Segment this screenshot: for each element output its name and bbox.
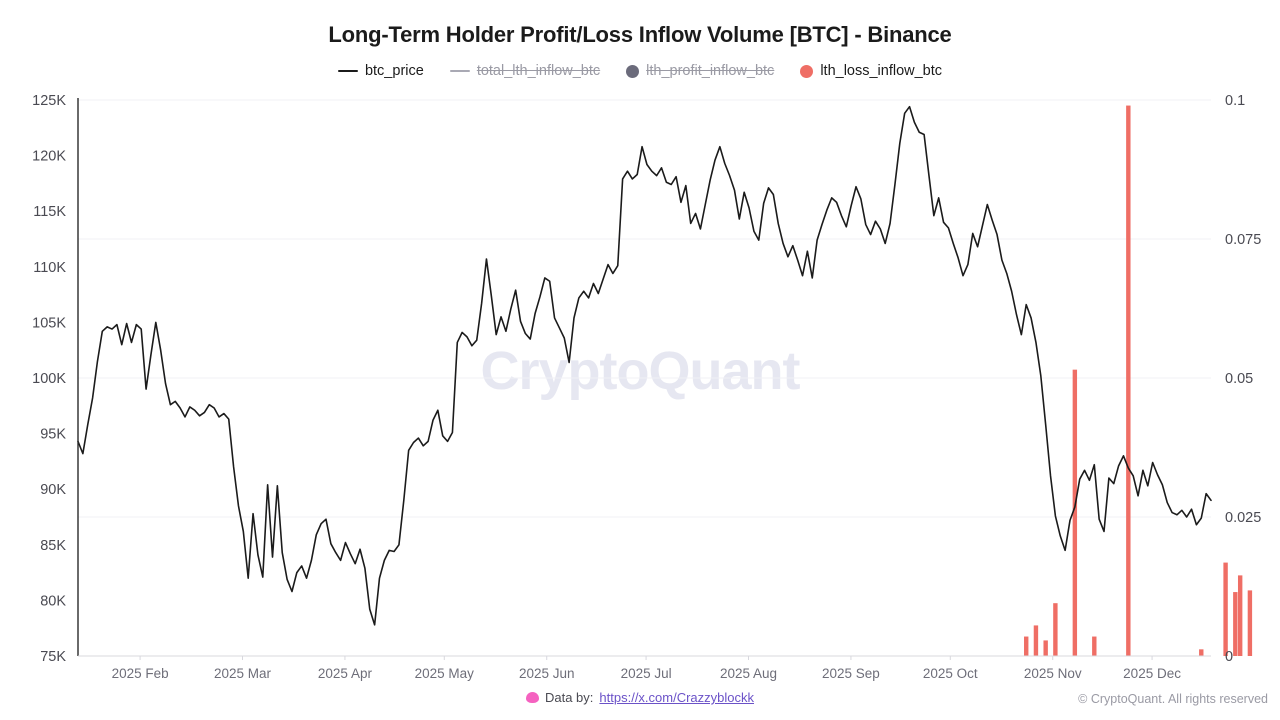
x-axis-tick-label: 2025 Nov [1024,666,1082,681]
data-source-link[interactable]: https://x.com/Crazzyblockk [599,690,755,705]
legend-item-lth_profit_inflow_btc[interactable]: lth_profit_inflow_btc [626,63,774,79]
loss-inflow-bar [1247,590,1253,656]
footer-data-source: Data by: https://x.com/Crazzyblockk [0,690,1280,705]
loss-inflow-bar [1126,105,1131,656]
legend-line-swatch [449,69,470,73]
x-axis-tick-label: 2025 Dec [1123,666,1181,681]
btc-price-line [77,105,1212,626]
x-axis-tick-label: 2025 Apr [318,666,373,681]
legend-item-label: lth_profit_inflow_btc [646,63,775,79]
right-axis-tick-label: 0.075 [1225,232,1261,248]
loss-inflow-bar [1033,625,1039,656]
left-axis-tick-label: 100K [32,371,66,387]
loss-inflow-bar [1072,369,1078,656]
loss-inflow-bar [1233,592,1238,656]
right-axis-tick-label: 0.1 [1225,93,1245,109]
x-axis-tick-label: 2025 Mar [214,666,272,681]
left-axis-tick-label: 115K [33,204,66,220]
x-axis-tick-label: 2025 Aug [720,666,777,681]
x-axis-tick-label: 2025 Sep [822,666,880,681]
left-axis-tick-label: 75K [40,649,66,665]
legend-item-label: btc_price [364,63,424,79]
data-by-label: Data by: [544,690,594,705]
x-axis-tick-label: 2025 Feb [112,666,169,681]
x-axis-tick-label: 2025 May [415,666,475,681]
page-title: Long-Term Holder Profit/Loss Inflow Volu… [328,22,952,47]
legend-dot-swatch [800,64,814,78]
copyright-notice: © CryptoQuant. All rights reserved [1078,692,1268,706]
right-axis-tick-label: 0.05 [1225,371,1253,387]
loss-inflow-bar [1043,640,1048,656]
legend-item-label: total_lth_inflow_btc [476,63,601,79]
left-axis-tick-label: 120K [32,149,66,165]
x-axis-tick-label: 2025 Jun [519,666,575,681]
left-axis-tick-label: 90K [40,482,66,498]
right-axis-tick-label: 0 [1225,649,1233,665]
left-axis-tick-label: 125K [32,93,66,109]
chart-legend: btc_price total_lth_inflow_btc lth_profit_… [0,63,1280,79]
left-axis-tick-label: 110K [33,260,66,276]
x-axis-tick-label: 2025 Oct [923,666,978,681]
legend-line-swatch [337,69,358,73]
chart-footer: Data by: https://x.com/Crazzyblockk © Cr… [0,690,1280,714]
legend-item-label: lth_loss_inflow_btc [820,63,943,79]
loss-inflow-bar [1024,636,1029,656]
brain-icon [525,692,539,703]
left-axis-tick-label: 95K [40,427,66,443]
left-axis-tick-label: 105K [32,315,66,331]
legend-item-total_lth_inflow_btc[interactable]: total_lth_inflow_btc [449,63,601,79]
left-axis-tick-label: 85K [40,538,66,554]
loss-inflow-bar [1237,575,1243,656]
left-axis-tick-label: 80K [40,593,66,609]
legend-item-lth_loss_inflow_btc[interactable]: lth_loss_inflow_btc [800,63,942,79]
legend-item-btc_price[interactable]: btc_price [337,63,424,79]
right-axis-tick-label: 0.025 [1225,510,1261,526]
loss-inflow-bar [1053,603,1058,656]
loss-inflow-bar [1092,636,1097,656]
loss-inflow-bar [1223,562,1228,656]
legend-dot-swatch [626,64,640,78]
x-axis-tick-label: 2025 Jul [621,666,672,681]
loss-inflow-bar [1199,649,1204,656]
